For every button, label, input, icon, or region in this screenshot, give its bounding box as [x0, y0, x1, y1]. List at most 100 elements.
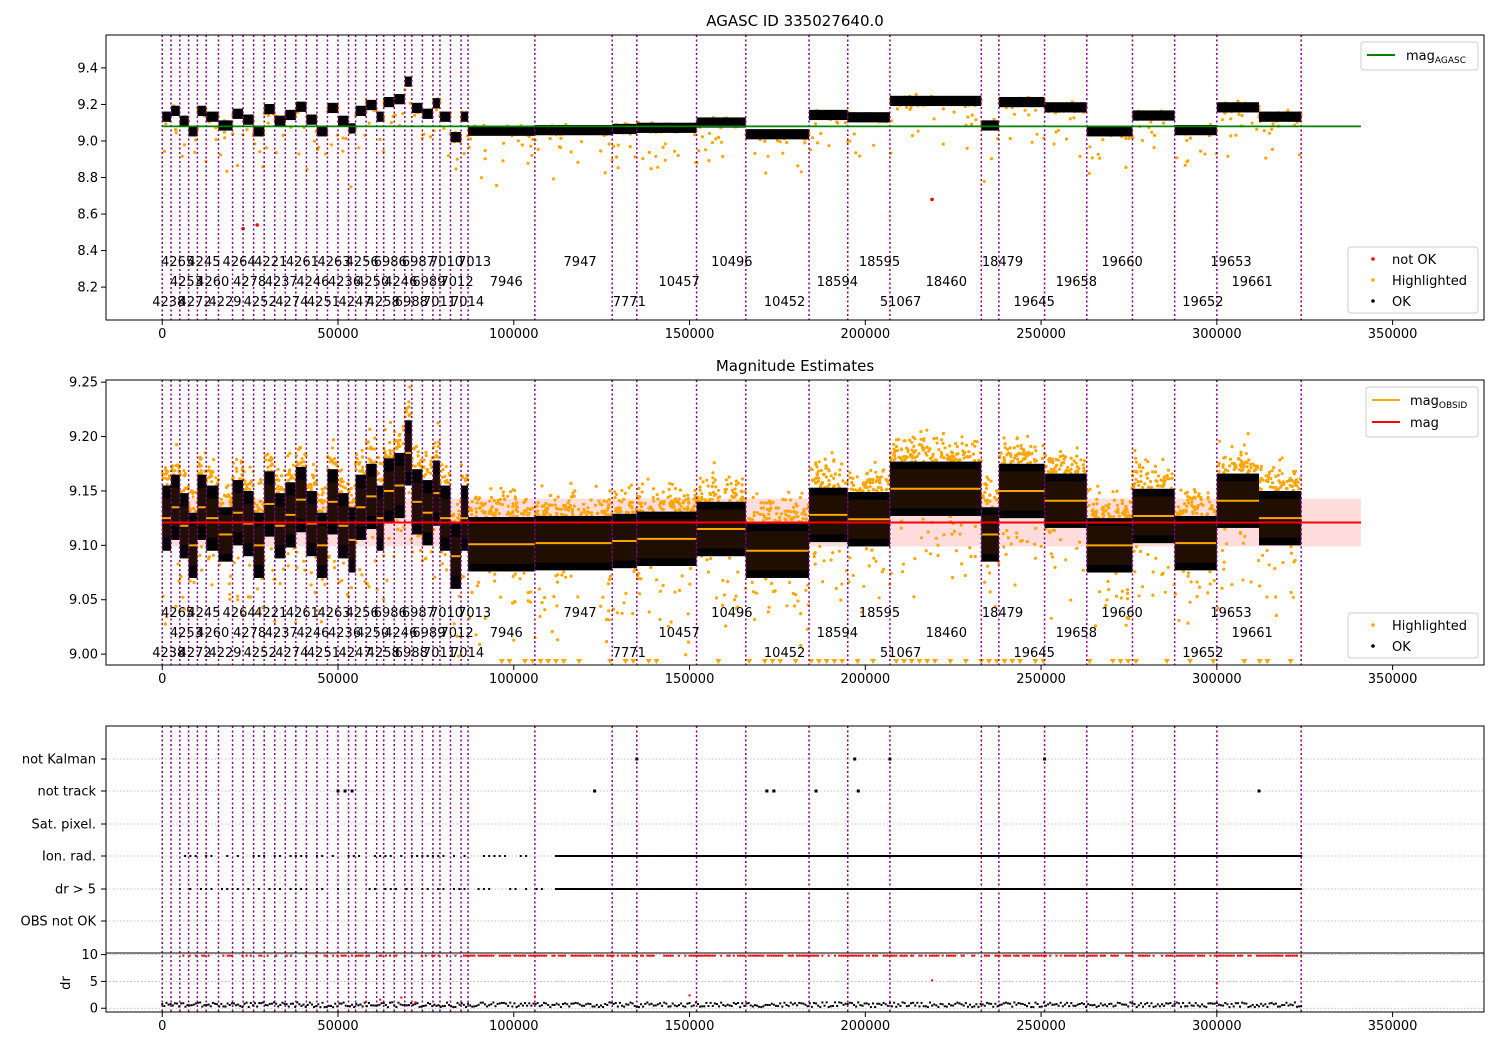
flag-point	[723, 855, 726, 857]
highlighted-point	[986, 477, 991, 481]
highlighted-point	[1035, 132, 1039, 136]
flag-point	[1011, 855, 1014, 857]
highlighted-point	[800, 512, 804, 516]
highlighted-point	[474, 510, 478, 514]
x-tick-label: 300000	[1192, 327, 1242, 342]
highlighted-point	[294, 453, 298, 458]
highlighted-point	[310, 473, 315, 477]
highlighted-point	[913, 456, 917, 460]
flag-point	[806, 855, 809, 857]
ok-band	[1044, 102, 1087, 113]
highlighted-point	[740, 477, 745, 481]
highlighted-point	[692, 504, 697, 508]
flag-point	[1203, 855, 1206, 857]
highlighted-point	[673, 590, 677, 594]
highlighted-point	[867, 489, 871, 493]
flag-point	[788, 855, 791, 857]
obsid-label: 4251	[307, 646, 340, 661]
highlighted-point	[1141, 466, 1145, 470]
flag-point	[389, 855, 392, 857]
flag-point	[936, 855, 939, 857]
flag-point	[1228, 855, 1231, 857]
highlighted-point	[711, 481, 715, 485]
flag-point	[700, 888, 703, 890]
obsid-label: 4253	[170, 626, 203, 641]
flag-point	[1214, 855, 1217, 857]
highlighted-point	[926, 530, 930, 534]
flag-point	[1061, 855, 1064, 857]
highlighted-point	[781, 151, 785, 155]
highlighted-point	[1208, 570, 1212, 574]
ok-band	[179, 115, 189, 126]
flag-point	[231, 888, 234, 890]
flag-point	[676, 855, 679, 857]
highlighted-point	[751, 495, 755, 500]
highlighted-point	[707, 131, 712, 135]
highlighted-point	[1027, 450, 1031, 454]
flag-point	[888, 888, 891, 890]
highlighted-point	[649, 167, 653, 171]
flag-point	[572, 855, 575, 857]
flag-point	[1247, 855, 1250, 857]
flag-point	[864, 888, 867, 890]
highlighted-point	[869, 468, 873, 473]
flag-point	[300, 888, 303, 890]
highlighted-point	[559, 136, 563, 140]
highlighted-point	[470, 590, 474, 595]
flag-point	[809, 855, 812, 857]
flag-point	[630, 888, 633, 890]
highlighted-point	[413, 464, 417, 468]
obsid-label: 51067	[880, 646, 921, 661]
highlighted-point	[917, 443, 922, 447]
highlighted-point	[1068, 117, 1072, 121]
highlighted-point	[287, 470, 291, 474]
highlighted-point	[995, 491, 999, 495]
highlighted-point	[1210, 507, 1215, 511]
flag-point	[913, 855, 916, 857]
highlighted-point	[960, 442, 964, 446]
highlighted-point	[571, 491, 575, 495]
highlighted-point	[1217, 464, 1221, 468]
flag-point	[764, 855, 767, 857]
flag-point	[648, 855, 651, 857]
highlighted-point	[623, 491, 628, 495]
flag-point	[681, 855, 684, 857]
highlighted-point	[974, 118, 978, 122]
flag-point	[1287, 855, 1290, 857]
highlighted-point	[333, 456, 337, 461]
highlighted-point	[672, 505, 676, 509]
highlighted-point	[643, 501, 647, 506]
flag-point	[922, 855, 925, 857]
clipped-marker	[552, 659, 559, 664]
flag-point	[669, 888, 672, 890]
flag-point	[755, 888, 758, 890]
highlighted-point	[1189, 580, 1193, 584]
flag-point	[887, 888, 890, 890]
highlighted-point	[1206, 491, 1210, 495]
highlighted-point	[628, 145, 632, 149]
flag-point	[915, 855, 918, 857]
highlighted-point	[235, 457, 239, 462]
x-tick-label: 300000	[1192, 672, 1242, 687]
flag-point	[1250, 855, 1253, 857]
highlighted-point	[613, 490, 617, 494]
highlighted-point	[200, 472, 204, 476]
highlighted-point	[1273, 567, 1277, 571]
highlighted-point	[724, 624, 728, 628]
highlighted-point	[1193, 508, 1197, 512]
highlighted-point	[207, 476, 211, 480]
flag-point	[748, 855, 751, 857]
highlighted-point	[319, 620, 323, 624]
highlighted-point	[1006, 447, 1010, 451]
agasc-panel-title: AGASC ID 335027640.0	[706, 12, 884, 30]
highlighted-point	[258, 150, 262, 154]
flag-point	[860, 888, 863, 890]
flag-point	[674, 888, 677, 890]
flag-point	[1149, 855, 1152, 857]
highlighted-point	[1124, 623, 1128, 627]
highlighted-point	[381, 597, 386, 601]
highlighted-point	[553, 503, 557, 507]
highlighted-point	[768, 502, 773, 506]
highlighted-point	[455, 157, 459, 161]
highlighted-point	[500, 503, 504, 507]
